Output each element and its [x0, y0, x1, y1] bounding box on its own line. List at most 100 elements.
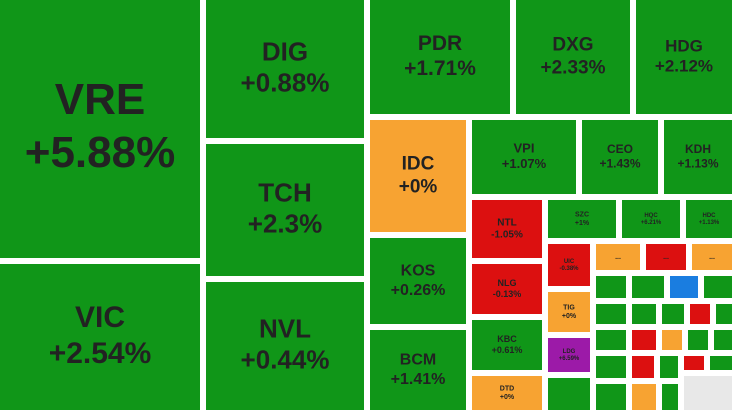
stock-tile: DIG+0.88%: [206, 0, 364, 138]
ticker: TCH: [258, 177, 311, 207]
tile-bg: [636, 0, 732, 114]
tile-bg: [370, 238, 466, 324]
tile: [632, 356, 654, 378]
tile: [548, 378, 590, 410]
stock-tile: VRE+5.88%: [0, 0, 200, 258]
tile-bg: [472, 320, 542, 370]
stock-tile: TCH+2.3%: [206, 144, 364, 276]
change: +1.07%: [502, 156, 547, 171]
tile: [716, 304, 732, 324]
change: +6.59%: [559, 356, 580, 362]
change: +0.61%: [492, 345, 523, 355]
ticker: SZC: [575, 212, 589, 219]
tile: [596, 356, 626, 378]
tile-bg: [664, 120, 732, 194]
change: +1%: [575, 220, 590, 227]
stock-tile: UIC-0.38%: [548, 244, 590, 286]
ticker: HDC: [703, 213, 717, 219]
ticker: VIC: [75, 301, 125, 334]
ticker: PDR: [418, 32, 462, 55]
ticker: TIG: [563, 305, 575, 312]
tile: [714, 330, 732, 350]
stock-tile: HDC+1.13%: [686, 200, 732, 238]
ticker: VPI: [514, 141, 535, 156]
ticker: DIG: [262, 36, 308, 66]
tile-label: ...: [615, 254, 621, 261]
tile: [670, 276, 698, 298]
change: +0.88%: [241, 67, 330, 97]
tile: [684, 356, 704, 370]
ticker: LDG: [563, 349, 576, 355]
change: +1.43%: [599, 156, 640, 170]
tile: [710, 356, 732, 370]
ticker: HDG: [665, 36, 703, 55]
tile-bg: [548, 292, 590, 332]
change: +0%: [399, 176, 438, 197]
ticker: NLG: [498, 278, 517, 288]
change: -0.13%: [493, 289, 522, 299]
tile-label: ...: [663, 254, 669, 261]
tile-bg: [0, 0, 200, 258]
stock-tile: IDC+0%: [370, 120, 466, 232]
tile: [662, 304, 684, 324]
stock-tile: TIG+0%: [548, 292, 590, 332]
change: +1.71%: [404, 57, 476, 80]
tile-bg: [370, 0, 510, 114]
ticker: CEO: [607, 142, 633, 156]
stock-tile: VPI+1.07%: [472, 120, 576, 194]
change: +0%: [500, 394, 515, 401]
tile-label: ...: [709, 254, 715, 261]
tile-bg: [622, 200, 680, 238]
stock-tile: SZC+1%: [548, 200, 616, 238]
stock-tile: DXG+2.33%: [516, 0, 630, 114]
tile: [632, 330, 656, 350]
tile-bg: [206, 282, 364, 410]
tile-bg: [0, 264, 200, 410]
stock-tile: KDH+1.13%: [664, 120, 732, 194]
tile: [596, 384, 626, 410]
tile-bg: [692, 244, 732, 270]
change: +0.44%: [241, 344, 330, 374]
change: +0.26%: [391, 282, 446, 299]
ticker: HQC: [644, 213, 658, 219]
tile-bg: [582, 120, 658, 194]
tile: [632, 276, 664, 298]
change: +6.21%: [641, 220, 662, 226]
tile-bg: [548, 200, 616, 238]
tile: [704, 276, 732, 298]
tile-bg: [370, 330, 466, 410]
stock-tile: NTL-1.05%: [472, 200, 542, 258]
stock-tile: KOS +0.26%: [370, 238, 466, 324]
tile: [688, 330, 708, 350]
filler-tiles: [548, 276, 732, 410]
tile-bg: [472, 264, 542, 314]
ticker: KOS: [401, 263, 436, 280]
change: +1.13%: [677, 156, 718, 170]
tile: [596, 276, 626, 298]
tile-bg: [686, 200, 732, 238]
stock-tile: HDG +2.12%: [636, 0, 732, 114]
tile: [662, 330, 682, 350]
ticker: KDH: [685, 142, 711, 156]
stock-tile: DTD+0%: [472, 376, 542, 410]
change: +2.33%: [541, 57, 606, 78]
ticker: DXG: [552, 35, 593, 56]
stock-tile: NVL+0.44%: [206, 282, 364, 410]
change: +1.13%: [699, 220, 720, 226]
tile: [684, 376, 732, 410]
change: +1.41%: [391, 371, 446, 388]
ticker: NVL: [259, 313, 311, 343]
tile-bg: [596, 244, 640, 270]
tile-bg: [472, 120, 576, 194]
change: +2.54%: [49, 337, 152, 370]
tile: [690, 304, 710, 324]
tile-bg: [370, 120, 466, 232]
ticker: UIC: [564, 259, 575, 265]
change: +2.3%: [248, 208, 322, 238]
tile-bg: [472, 200, 542, 258]
tile-bg: [548, 244, 590, 286]
tile: [632, 304, 656, 324]
ticker: VRE: [55, 75, 145, 124]
stock-tile: LDG+6.59%: [548, 338, 590, 372]
